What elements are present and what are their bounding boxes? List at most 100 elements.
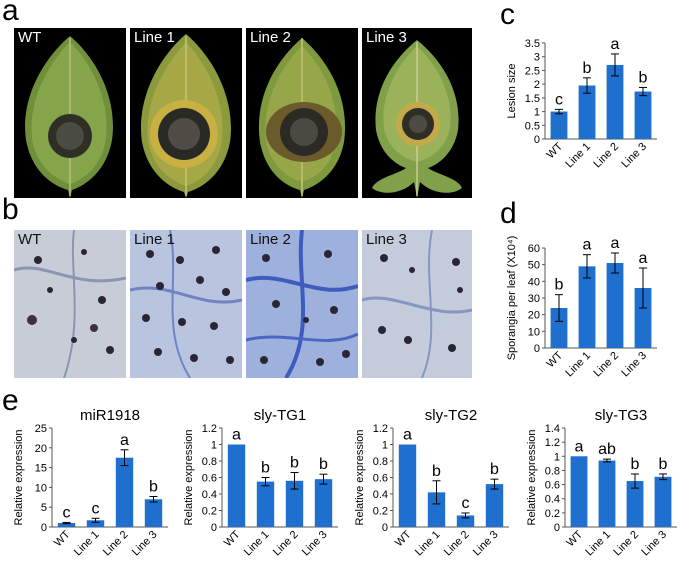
bar [485, 484, 504, 527]
leaf-image-wt [25, 36, 113, 198]
micrograph-label-line1: Line 1 [134, 231, 175, 248]
significance-letter: c [555, 91, 563, 108]
leaf-label-wt: WT [18, 29, 42, 46]
y-tick-label: 1.2 [202, 423, 217, 435]
bar [144, 499, 163, 527]
significance-letter: a [403, 427, 412, 444]
y-tick-label: 1.2 [373, 423, 388, 435]
bar [115, 457, 134, 527]
y-tick-label: 0.8 [373, 456, 388, 468]
y-tick-label: 0.6 [202, 473, 217, 485]
leaf-photo-line2: Line 2 [246, 28, 358, 198]
y-tick-label: 1.2 [545, 437, 560, 449]
y-axis-label: Sporangia per leaf (X10⁴) [506, 236, 518, 361]
y-tick-label: 50 [528, 260, 540, 272]
significance-letter: a [120, 432, 129, 449]
panel-letter-c: c [500, 0, 515, 31]
y-tick-label: 0.6 [373, 473, 388, 485]
y-tick-label: 0.8 [545, 465, 560, 477]
y-tick-label: 10 [528, 326, 540, 338]
leaf-label-line1: Line 1 [134, 29, 175, 46]
bar [570, 456, 588, 527]
y-tick-label: 0 [211, 522, 217, 534]
significance-letter: b [659, 456, 668, 473]
bar [634, 91, 652, 139]
y-axis-label: Relative expression [183, 430, 195, 526]
y-axis-label: Relative expression [526, 430, 538, 526]
micrograph-line3: Line 3 [362, 230, 472, 378]
bar [314, 479, 333, 527]
bar [285, 480, 304, 527]
significance-letter: b [319, 456, 328, 473]
bar [606, 64, 624, 139]
y-tick-label: 20 [528, 310, 540, 322]
y-tick-label: 0 [534, 134, 540, 146]
significance-letter: b [555, 277, 564, 294]
y-tick-label: 1 [382, 440, 388, 452]
y-tick-label: 20 [35, 443, 47, 455]
micrograph-image-line1 [130, 230, 242, 378]
leaf-label-line3: Line 3 [366, 29, 407, 46]
significance-letter: b [490, 461, 499, 478]
bar [57, 523, 76, 527]
bar [227, 444, 246, 527]
y-tick-label: 40 [528, 276, 540, 288]
y-tick-label: 2 [534, 79, 540, 91]
micrograph-label-line3: Line 3 [366, 231, 407, 248]
bar [578, 266, 596, 348]
y-tick-label: 1 [554, 451, 560, 463]
panel-letter-a: a [2, 0, 19, 27]
micrograph-image-wt [14, 230, 126, 378]
y-tick-label: 0 [41, 522, 47, 534]
chart-title: sly-TG3 [595, 407, 648, 424]
panel-letter-d: d [500, 197, 517, 230]
y-tick-label: 0.4 [202, 489, 217, 501]
significance-letter: b [432, 463, 441, 480]
significance-letter: a [583, 237, 592, 254]
chart-title: miR1918 [80, 407, 140, 424]
chart-title: sly-TG1 [254, 407, 307, 424]
micrograph-line2: Line 2 [246, 230, 358, 378]
y-tick-label: 15 [35, 463, 47, 475]
y-tick-label: 60 [528, 243, 540, 255]
y-axis-label: Relative expression [13, 430, 25, 526]
leaf-image-line1 [141, 34, 231, 198]
y-tick-label: 3.5 [525, 38, 540, 50]
leaf-photo-wt: WT [14, 28, 126, 198]
bar [456, 515, 475, 527]
bar [86, 520, 105, 527]
y-tick-label: 30 [528, 293, 540, 305]
panel-letter-e: e [2, 384, 19, 417]
y-tick-label: 0 [534, 343, 540, 355]
leaf-image-line3 [372, 40, 462, 198]
panel-letter-b: b [2, 193, 19, 226]
y-tick-label: 10 [35, 482, 47, 494]
significance-letter: a [575, 438, 584, 455]
significance-letter: c [63, 504, 71, 521]
significance-letter: b [631, 456, 640, 473]
bar [626, 481, 644, 527]
leaf-label-line2: Line 2 [250, 29, 291, 46]
x-tick-label: Line 1 [583, 529, 613, 559]
leaf-photo-line1: Line 1 [130, 28, 242, 198]
y-tick-label: 1 [211, 440, 217, 452]
significance-letter: ab [598, 441, 616, 458]
y-tick-label: 0.4 [545, 494, 560, 506]
y-tick-label: 25 [35, 423, 47, 435]
significance-letter: a [232, 427, 241, 444]
bar [578, 85, 596, 139]
y-axis-label: Lesion size [506, 63, 518, 118]
y-tick-label: 0.2 [545, 508, 560, 520]
y-axis-label: Relative expression [354, 430, 366, 526]
significance-letter: b [639, 69, 648, 86]
y-tick-label: 0 [382, 522, 388, 534]
bar [550, 111, 568, 139]
y-tick-label: 1.4 [545, 423, 560, 435]
micrograph-image-line2 [246, 230, 358, 378]
bar [256, 481, 275, 527]
significance-letter: b [261, 460, 270, 477]
